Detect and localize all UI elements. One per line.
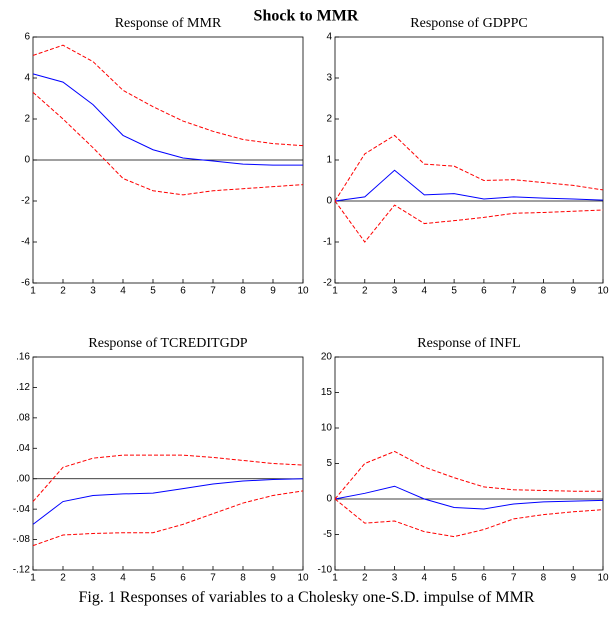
x-tick-label: 2 (60, 573, 66, 584)
y-tick-label: -2 (21, 196, 30, 207)
y-tick-label: .16 (16, 352, 30, 363)
y-tick-label: -4 (21, 237, 30, 248)
panel-title: Response of INFL (417, 336, 520, 351)
band-line (32, 44, 304, 147)
response-line (334, 169, 604, 202)
panel-title: Response of MMR (115, 16, 222, 31)
response-line (32, 73, 303, 166)
plot-frame (334, 356, 604, 571)
x-tick-label: 7 (210, 573, 216, 584)
y-tick-label: -.08 (13, 534, 31, 545)
x-tick-label: 8 (240, 573, 246, 584)
y-tick-label: 3 (326, 73, 332, 84)
x-tick-label: 9 (270, 573, 276, 584)
x-tick-label: 5 (451, 286, 457, 297)
x-tick-label: 7 (511, 573, 517, 584)
x-tick-label: 4 (120, 286, 126, 297)
x-tick-label: 9 (270, 286, 276, 297)
y-tick-label: 0 (24, 155, 30, 166)
x-tick-label: 1 (30, 573, 36, 584)
y-tick-label: .12 (16, 382, 30, 393)
x-tick-label: 10 (597, 573, 609, 584)
x-tick-label: 3 (392, 286, 398, 297)
y-tick-label: .00 (16, 473, 30, 484)
y-tick-label: 4 (326, 32, 332, 43)
band-line (334, 450, 603, 500)
band-line (334, 134, 604, 202)
y-tick-label: 10 (321, 423, 333, 434)
x-tick-label: 4 (120, 573, 126, 584)
y-tick-label: -10 (318, 565, 333, 576)
caption: Fig. 1 Responses of variables to a Chole… (78, 589, 535, 606)
x-tick-label: 1 (332, 286, 338, 297)
x-tick-label: 6 (481, 286, 487, 297)
y-tick-label: -5 (323, 529, 332, 540)
plot-frame (334, 36, 604, 284)
plot-frame (32, 356, 304, 571)
band-line (334, 200, 604, 243)
x-tick-label: 5 (150, 286, 156, 297)
y-tick-label: -.04 (13, 504, 31, 515)
x-tick-label: 9 (570, 573, 576, 584)
y-tick-label: 0 (326, 196, 332, 207)
y-tick-label: 1 (326, 155, 332, 166)
y-tick-label: 6 (24, 32, 30, 43)
y-tick-label: 2 (24, 114, 30, 125)
x-tick-label: 10 (297, 286, 309, 297)
y-tick-label: -.12 (13, 565, 31, 576)
x-tick-label: 6 (180, 573, 186, 584)
x-tick-label: 4 (422, 573, 428, 584)
x-tick-label: 3 (90, 286, 96, 297)
x-tick-label: 3 (90, 573, 96, 584)
y-tick-label: .08 (16, 412, 30, 423)
x-tick-label: 3 (392, 573, 398, 584)
chart: Shock to MMR Response of MMR -6 -4 -2 0 2 4 6 1 2… (13, 8, 609, 584)
x-tick-label: 6 (481, 573, 487, 584)
x-tick-label: 5 (150, 573, 156, 584)
x-tick-label: 1 (30, 286, 36, 297)
band-line (32, 91, 304, 196)
x-tick-label: 2 (362, 286, 368, 297)
y-tick-label: 4 (24, 73, 30, 84)
figure-title: Shock to MMR (254, 8, 359, 25)
x-tick-label: 7 (511, 286, 517, 297)
y-tick-label: 0 (326, 494, 332, 505)
x-tick-label: 5 (451, 573, 457, 584)
y-tick-label: -1 (323, 237, 332, 248)
x-tick-label: 8 (240, 286, 246, 297)
response-line (32, 478, 304, 525)
x-tick-label: 4 (422, 286, 428, 297)
x-tick-label: 9 (570, 286, 576, 297)
band-line (334, 498, 604, 538)
x-tick-label: 2 (362, 573, 368, 584)
band-line (32, 454, 304, 502)
y-tick-label: 20 (321, 352, 333, 363)
x-tick-label: 8 (541, 573, 547, 584)
x-tick-label: 7 (210, 286, 216, 297)
x-tick-label: 1 (332, 573, 338, 584)
y-tick-label: 5 (326, 458, 332, 469)
y-tick-label: 15 (321, 387, 333, 398)
x-tick-label: 2 (60, 286, 66, 297)
x-tick-label: 10 (297, 573, 309, 584)
panel-title: Response of GDPPC (410, 16, 527, 31)
y-tick-label: -2 (323, 278, 332, 289)
x-tick-label: 8 (541, 286, 547, 297)
response-line (334, 485, 604, 510)
y-tick-label: .04 (16, 443, 30, 454)
y-tick-label: 2 (326, 114, 332, 125)
y-tick-label: -6 (21, 278, 30, 289)
x-tick-label: 6 (180, 286, 186, 297)
panel-title: Response of TCREDITGDP (88, 336, 247, 351)
x-tick-label: 10 (597, 286, 609, 297)
